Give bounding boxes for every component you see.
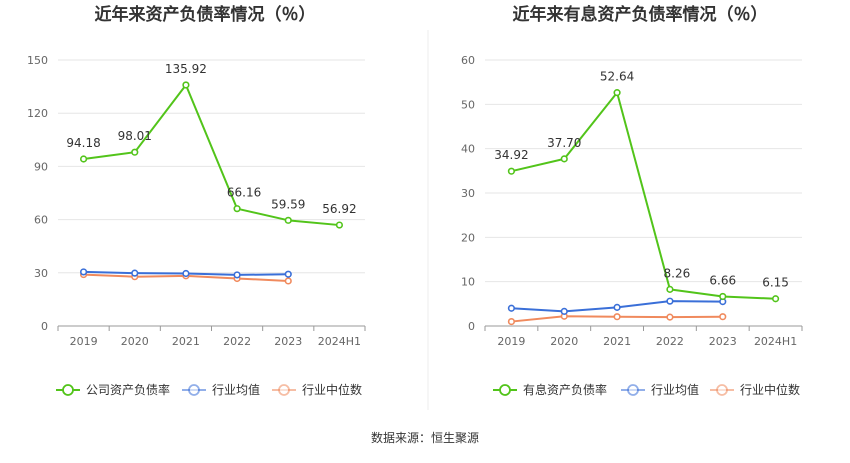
y-tick-label: 90 [34,160,48,173]
x-tick-label: 2020 [550,335,578,348]
chart-title: 近年来资产负债率情况（％） [95,4,316,25]
data-point [79,155,88,163]
x-tick-label: 2023 [274,335,302,348]
data-label: 94.18 [66,136,100,150]
y-tick-label: 30 [34,267,48,280]
legend-marker [62,384,74,396]
legend-label: 行业均值 [651,382,699,397]
y-tick-label: 0 [41,320,48,333]
legend-label: 公司资产负债率 [86,382,170,397]
data-label: 98.01 [118,129,152,143]
data-label: 37.70 [547,136,581,150]
y-tick-label: 150 [27,54,48,67]
data-point [335,221,344,229]
x-tick-label: 2021 [172,335,200,348]
data-point [284,270,292,278]
data-point [507,317,516,326]
series-line-0 [511,91,776,300]
data-label: 59.59 [271,197,305,211]
legend-item-0: 有息资产负债率 [493,382,607,397]
data-label: 66.16 [227,186,261,200]
data-point [666,297,674,305]
x-tick-label: 2024H1 [318,335,361,348]
source-note: 数据来源：恒生聚源 [371,430,479,445]
legend-marker [278,384,290,396]
x-tick-label: 2022 [223,335,251,348]
legend-item-1: 行业均值 [182,382,260,397]
y-tick-label: 60 [461,54,475,67]
legend-label: 行业均值 [212,382,260,397]
x-tick-label: 2024H1 [754,335,797,348]
data-point [507,304,516,312]
data-point [284,216,292,224]
x-tick-label: 2022 [656,335,684,348]
data-label: 56.92 [322,202,356,216]
legend-item-2: 行业中位数 [272,382,362,397]
data-label: 135.92 [165,62,207,76]
data-point [613,89,621,97]
x-tick-label: 2023 [709,335,737,348]
data-point [131,148,139,156]
x-tick-label: 2020 [121,335,149,348]
legend-marker [716,384,728,396]
data-point [233,205,241,213]
data-point [560,307,568,315]
data-point [182,81,190,89]
y-tick-label: 10 [461,276,475,289]
legend-item-1: 行业均值 [621,382,699,397]
data-point [613,313,621,321]
data-point [560,155,568,163]
legend-label: 有息资产负债率 [523,382,607,397]
data-point [131,269,139,277]
legend-label: 行业中位数 [740,382,800,397]
y-tick-label: 50 [461,98,475,111]
data-point [719,292,727,301]
legend-marker [627,384,639,396]
legend-marker [188,384,200,396]
legend-marker [499,384,511,396]
data-point [719,313,727,321]
y-tick-label: 0 [468,320,475,333]
data-point [79,268,88,276]
chart-title: 近年来有息资产负债率情况（％） [513,4,768,25]
data-label: 6.15 [762,276,789,290]
legend-item-2: 行业中位数 [710,382,800,397]
data-point [284,277,292,285]
series-line-0 [83,83,340,227]
chart-interest-bearing-liability-ratio: 近年来有息资产负债率情况（％） 0 10 20 30 40 50 60 2019 2020 2021… [461,4,803,397]
x-tick-label: 2021 [603,335,631,348]
y-tick-label: 40 [461,143,475,156]
data-point [507,167,516,175]
x-tick-label: 2019 [70,335,98,348]
legend-item-0: 公司资产负债率 [56,382,170,397]
data-label: 34.92 [494,148,528,162]
chart-asset-liability-ratio: 近年来资产负债率情况（％） 0 30 60 90 120 150 2019 2020 2021 20… [27,4,366,397]
data-point [666,285,674,293]
data-point [666,313,674,321]
data-point [233,271,241,279]
data-point [182,269,190,278]
y-tick-label: 20 [461,231,475,244]
legend-label: 行业中位数 [302,382,362,397]
data-label: 52.64 [600,70,634,84]
data-label: 8.26 [664,266,691,280]
y-tick-label: 30 [461,187,475,200]
x-tick-label: 2019 [497,335,525,348]
data-label: 6.66 [709,273,736,287]
data-point [613,303,621,311]
y-tick-label: 120 [27,107,48,120]
y-tick-label: 60 [34,214,48,227]
data-point [771,295,780,303]
